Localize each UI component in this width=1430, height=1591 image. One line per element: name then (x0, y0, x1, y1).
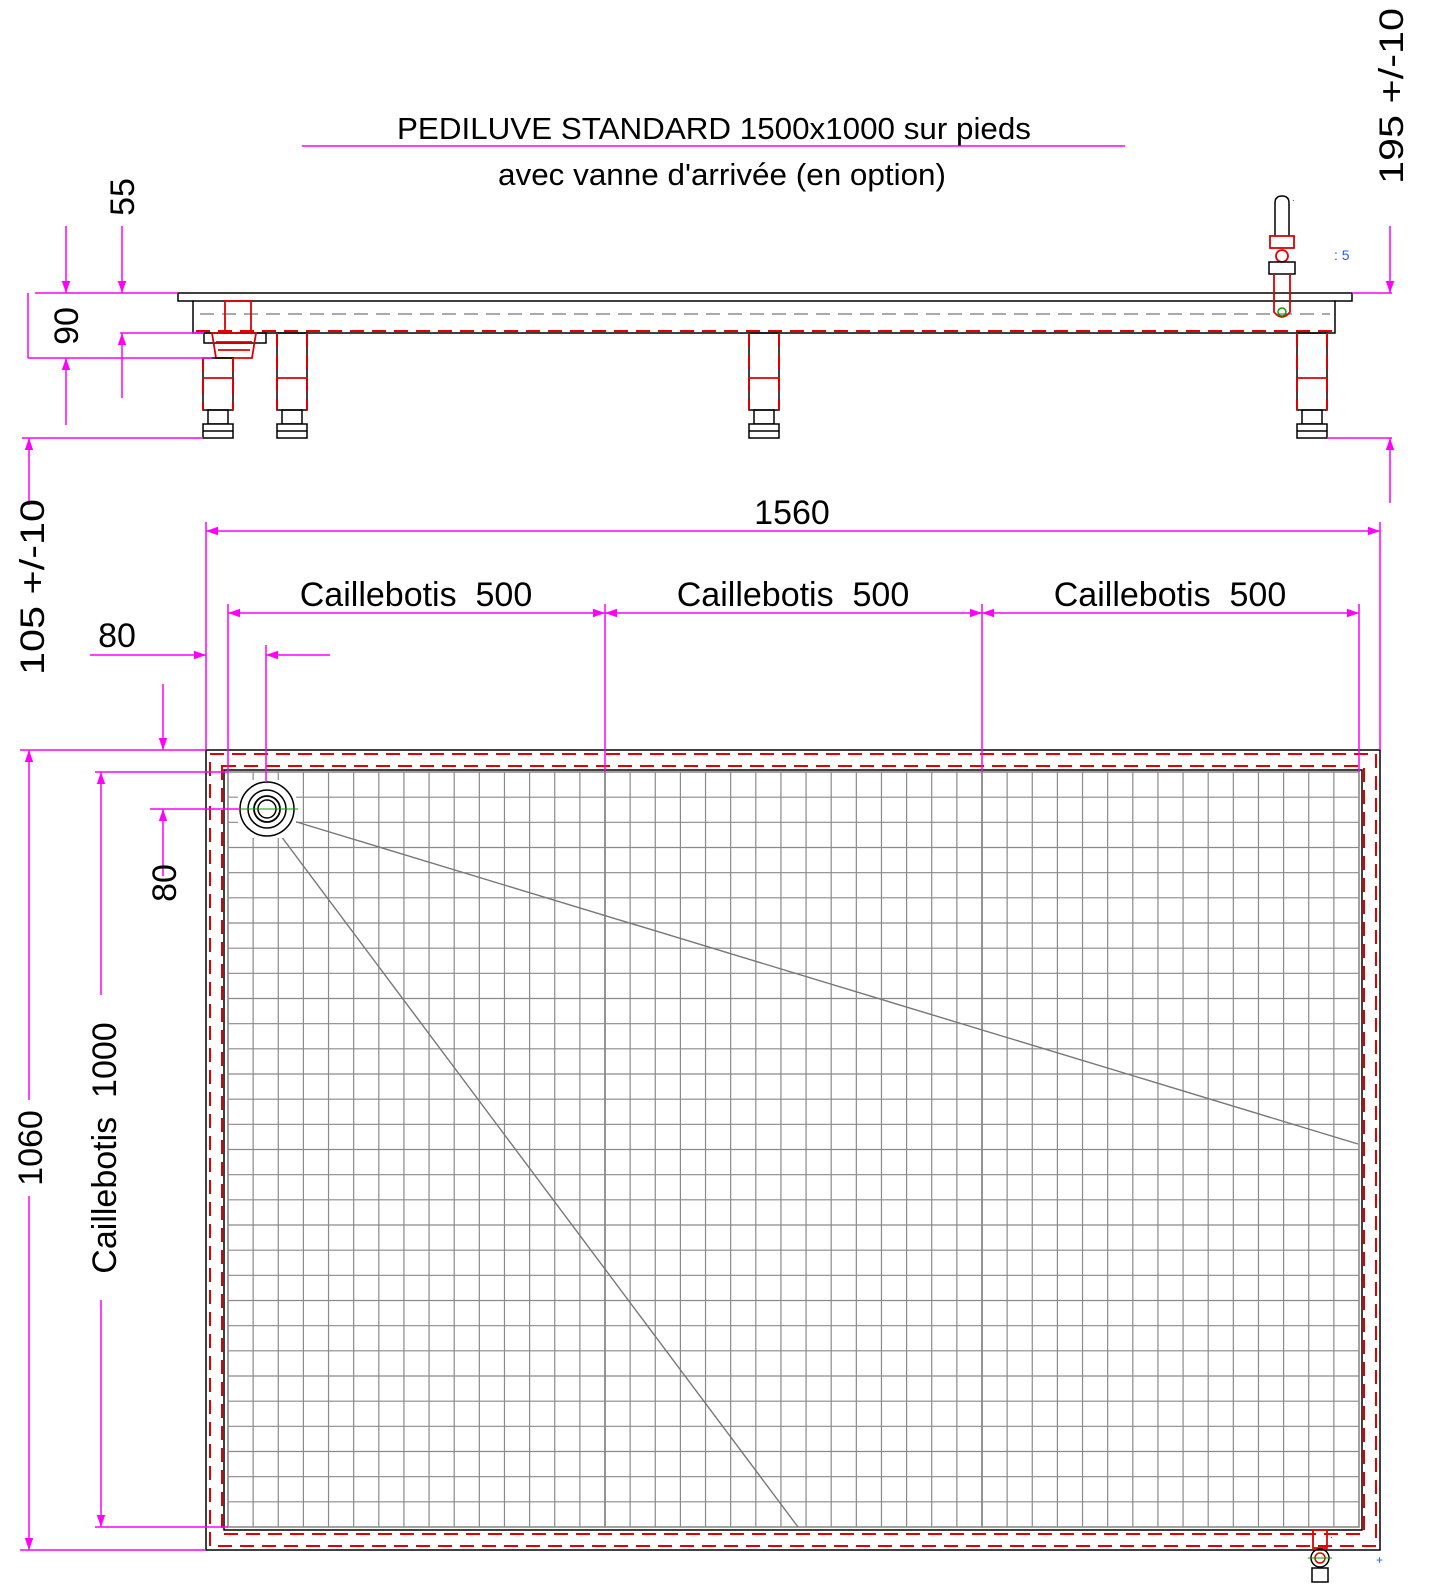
dim-55-label: 55 (104, 178, 142, 216)
grating-1-label: Caillebotis 500 (300, 576, 532, 614)
dim-80-y-label: 80 (146, 864, 184, 902)
svg-text:: 5: : 5 (1334, 247, 1350, 263)
dim-1560-label: 1560 (754, 494, 830, 532)
grating-depth-label: Caillebotis 1000 (86, 1022, 124, 1273)
dim-90-label: 90 (48, 307, 86, 345)
tub-inner-red (209, 753, 1377, 1547)
drain-side (203, 300, 267, 359)
leg-4 (1296, 332, 1328, 439)
grating-panel-3 (981, 771, 1360, 1528)
dim-1060-label: 1060 (12, 1110, 50, 1186)
dim-80-vertical: 80 (146, 684, 240, 902)
svg-text:.: . (1292, 193, 1295, 204)
tub-inner-red-2 (221, 765, 1365, 1535)
title-block: PEDILUVE STANDARD 1500x1000 sur pieds av… (302, 111, 1125, 192)
top-view: . + 1560 Caillebotis 500 Caillebotis 500… (12, 494, 1383, 1583)
inlet-valve-top: . + (1308, 1529, 1383, 1583)
slope-line-1 (289, 819, 1359, 1145)
tub-basin (223, 769, 1363, 1531)
dim-1060: 1060 (12, 749, 206, 1551)
inlet-valve-side: . : 5 (1268, 193, 1350, 318)
dim-80-x-label: 80 (98, 617, 136, 655)
dim-left-90: 90 (27, 293, 212, 425)
tub-side-outline (177, 292, 1353, 334)
leg-2 (276, 332, 308, 439)
dim-left-55: 55 (35, 178, 178, 294)
dim-left-105: 105 +/-10 (14, 437, 203, 675)
grating-2-label: Caillebotis 500 (677, 576, 909, 614)
title-line-2: avec vanne d'arrivée (en option) (498, 157, 946, 192)
svg-text:+: + (1376, 1553, 1383, 1567)
side-view: . : 5 195 +/-10 55 90 10 (14, 8, 1411, 675)
grating-3-label: Caillebotis 500 (1054, 576, 1286, 614)
dim-105-label: 105 +/-10 (14, 499, 52, 675)
grating-panel-2 (604, 771, 983, 1528)
dim-80-horizontal: 80 (90, 617, 330, 782)
leg-3 (748, 332, 780, 439)
slope-line-2 (274, 827, 799, 1528)
leg-1 (202, 357, 234, 439)
dim-right-195-label: 195 +/-10 (1373, 8, 1411, 184)
dim-grating-depth: Caillebotis 1000 (86, 771, 228, 1528)
svg-text:.: . (1330, 1530, 1333, 1541)
tub-outline (205, 749, 1381, 1551)
dim-grating-widths: Caillebotis 500 Caillebotis 500 Caillebo… (227, 576, 1360, 772)
drain-top (236, 780, 298, 838)
title-line-1: PEDILUVE STANDARD 1500x1000 sur pieds (397, 111, 1031, 146)
dim-1560: 1560 (205, 494, 1381, 750)
grating-panel-1 (227, 771, 606, 1528)
dim-right-195: 195 +/-10 (1327, 8, 1411, 503)
